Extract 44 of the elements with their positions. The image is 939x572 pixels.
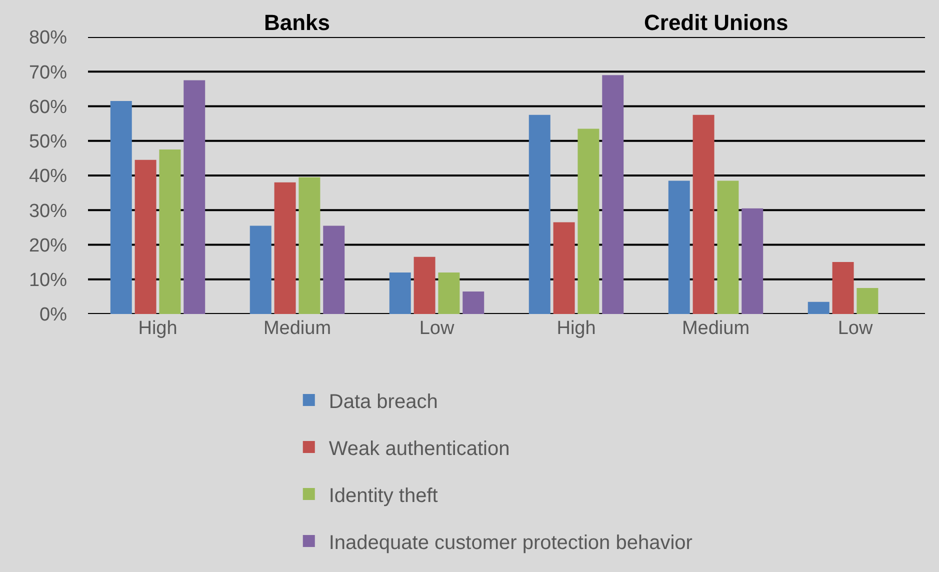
y-tick-label: 50%: [28, 132, 68, 153]
bar: [323, 226, 345, 314]
bar: [389, 272, 411, 314]
bar: [808, 302, 830, 314]
bar: [553, 222, 575, 314]
bar: [832, 262, 854, 314]
y-tick-label: 20%: [28, 235, 68, 256]
bar: [578, 128, 600, 314]
text: Credit Unions: [644, 10, 788, 35]
bar: [668, 180, 690, 314]
text: Banks: [264, 10, 330, 35]
bar: [110, 101, 132, 314]
y-tick-label: 70%: [28, 62, 68, 84]
x-tick-label: Low: [419, 318, 454, 339]
bar: [159, 150, 181, 314]
y-tick-label: 10%: [28, 270, 68, 292]
x-tick-label: Low: [838, 318, 873, 339]
bar: [184, 80, 206, 314]
bar: [298, 177, 320, 314]
bar: [274, 182, 296, 314]
legend-label: Inadequate customer protection behavior: [328, 532, 693, 554]
bar: [414, 256, 436, 314]
legend-label: Weak authentication: [328, 438, 510, 460]
x-tick-label: High: [556, 318, 596, 339]
y-tick-label: 40%: [28, 166, 68, 188]
x-tick-label: Medium: [682, 318, 750, 339]
bar: [462, 291, 484, 314]
bar: [438, 272, 460, 314]
legend-label: Data breach: [328, 390, 438, 413]
y-tick-label: 80%: [28, 28, 68, 49]
bar: [134, 160, 156, 314]
bar: [602, 75, 624, 314]
y-tick-label: 30%: [28, 200, 68, 222]
bar: [692, 114, 714, 314]
legend-label: Identity theft: [328, 484, 438, 507]
y-tick-label: 0%: [40, 304, 68, 326]
bar: [528, 114, 550, 314]
bar: [250, 226, 272, 314]
bar: [856, 288, 878, 314]
x-tick-label: High: [138, 318, 178, 339]
y-tick-label: 60%: [28, 96, 68, 118]
x-tick-label: Medium: [263, 318, 332, 339]
bar: [717, 180, 739, 314]
bar: [742, 208, 764, 314]
